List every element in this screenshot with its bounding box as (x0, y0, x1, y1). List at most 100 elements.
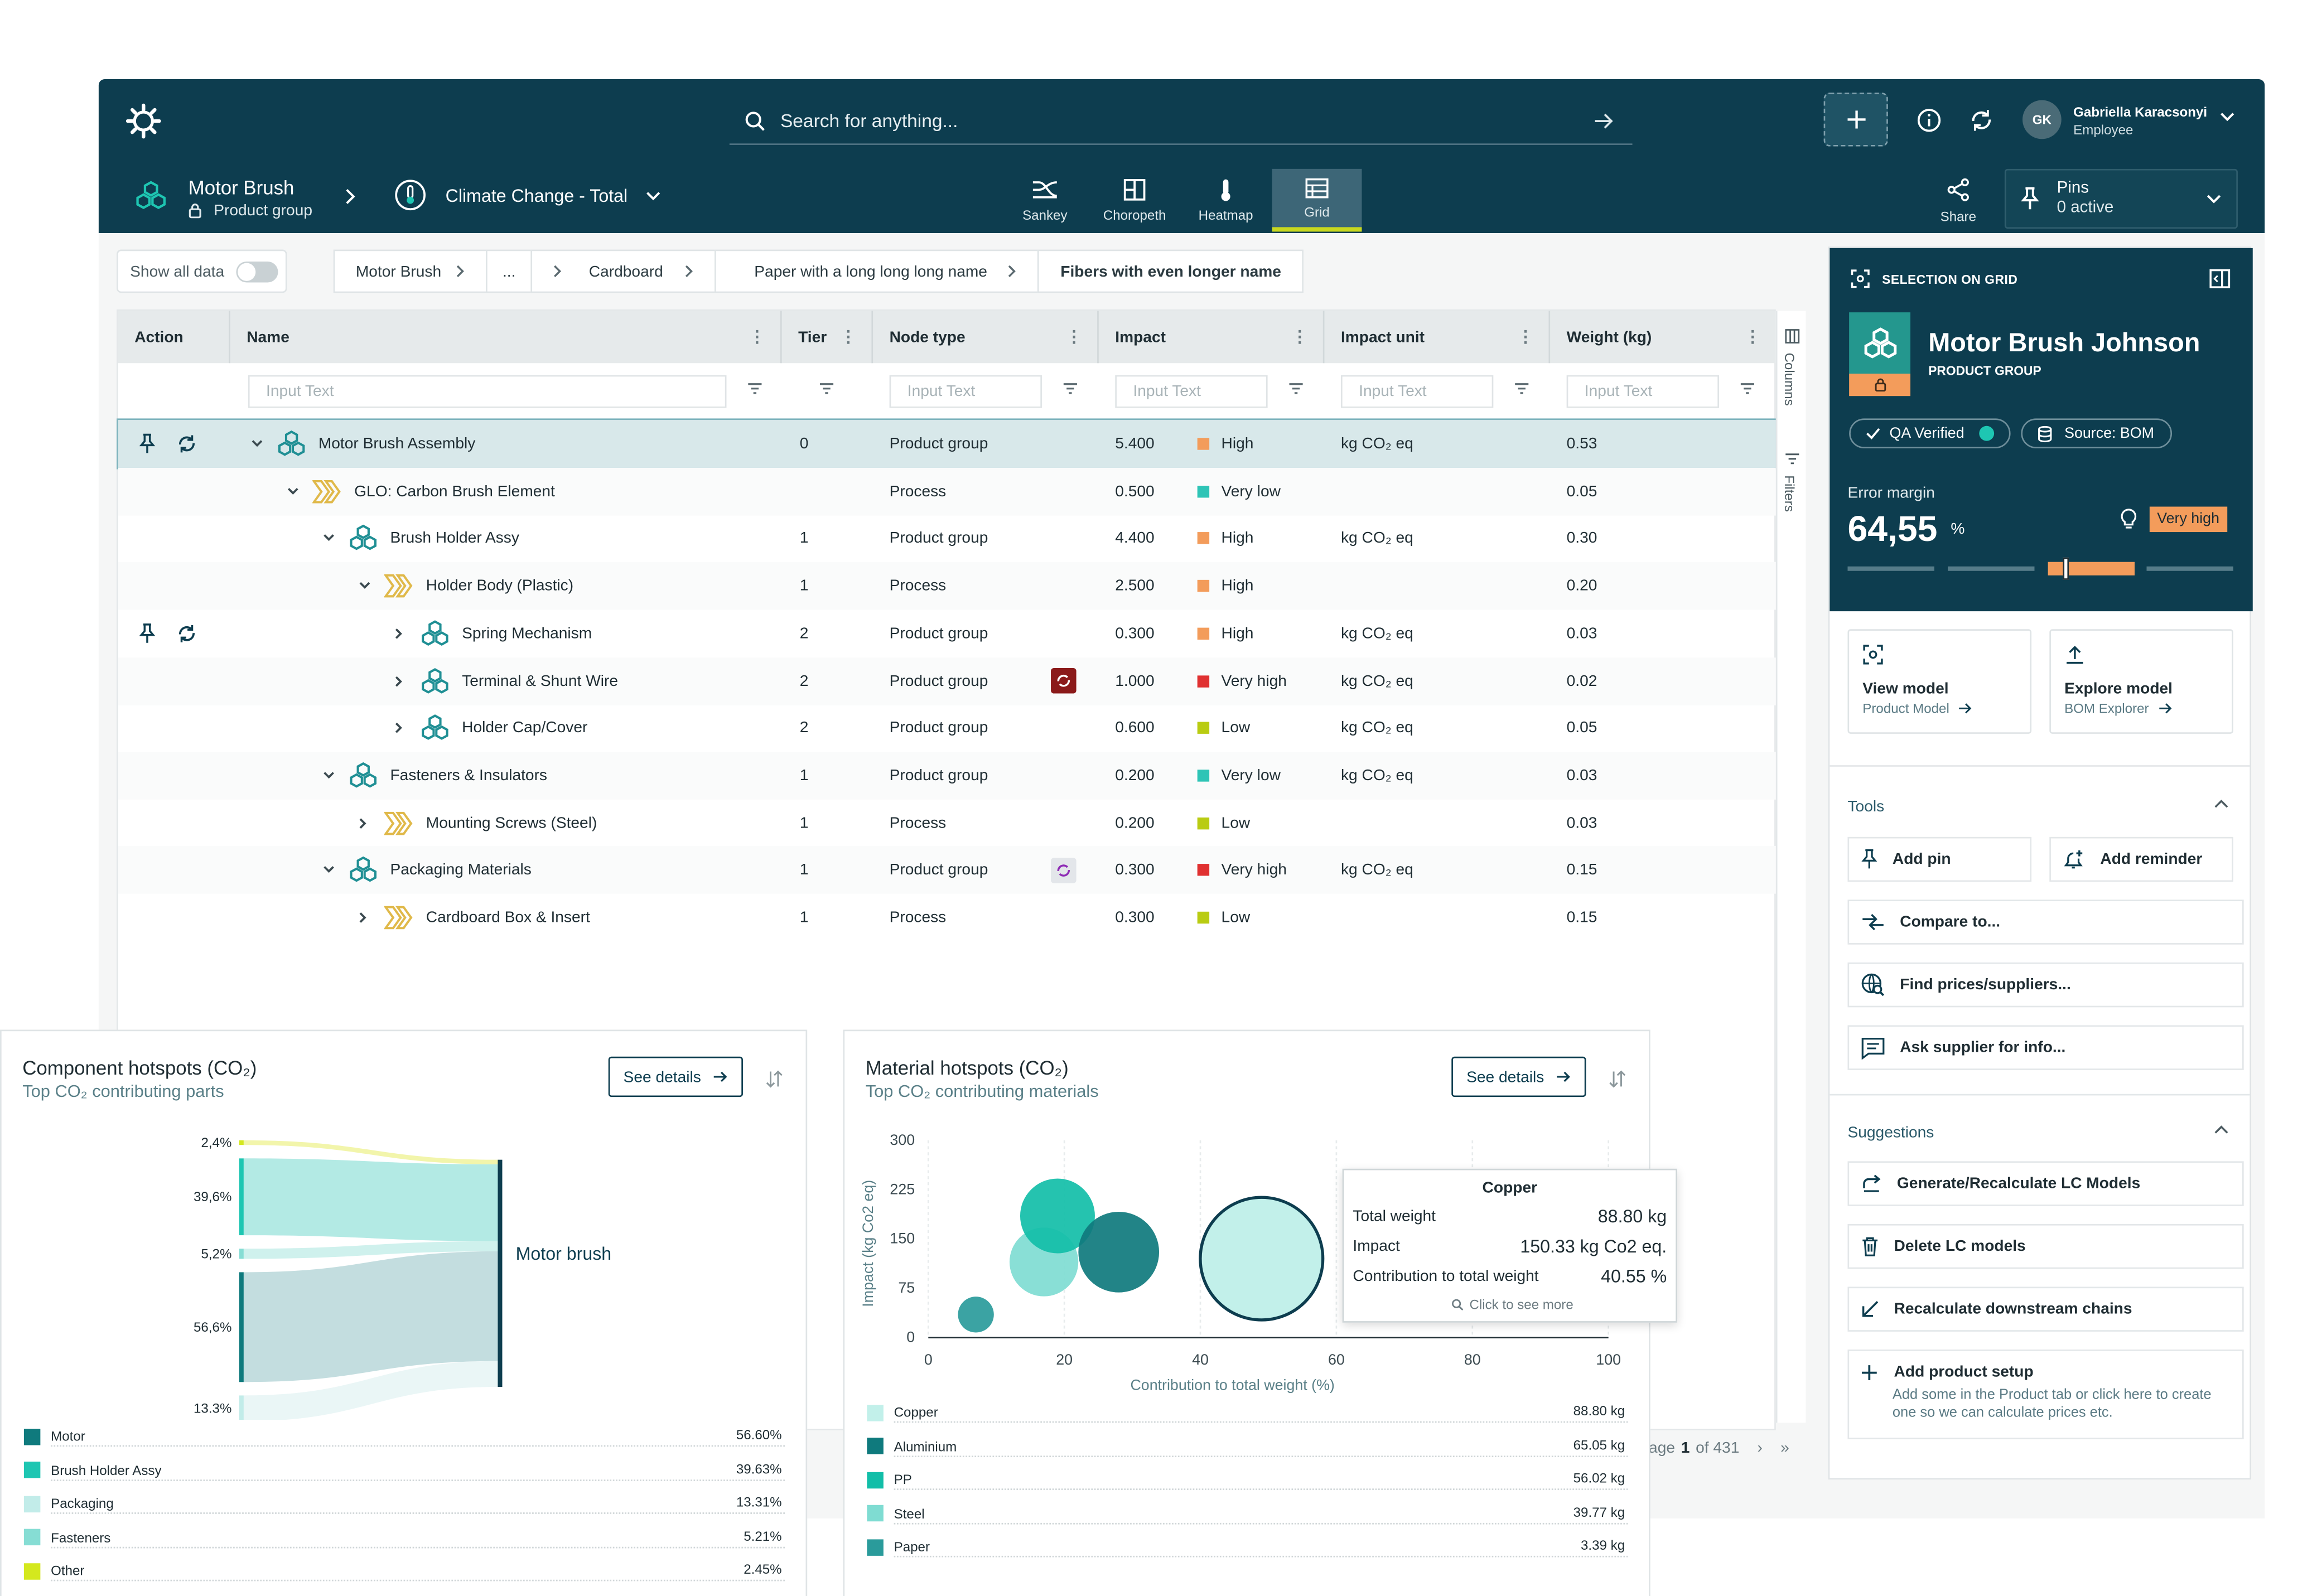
kebab-menu-icon[interactable]: ⋮ (1744, 328, 1761, 347)
chevron-right-icon[interactable] (395, 704, 404, 752)
column-impact[interactable]: Impact ⋮ (1099, 311, 1325, 364)
column-weight[interactable]: Weight (kg) ⋮ (1550, 311, 1776, 363)
table-row[interactable]: Packaging Materials 1 Product group 0.300 Ve… (118, 846, 1776, 894)
sort-icon[interactable] (765, 1070, 783, 1088)
chevron-right-icon[interactable] (395, 657, 404, 705)
chevron-down-icon[interactable] (2220, 112, 2235, 123)
add-button[interactable] (1823, 93, 1888, 147)
chevron-right-icon[interactable] (359, 799, 368, 847)
column-tier[interactable]: Tier ⋮ (782, 311, 873, 364)
filter-input-node-type[interactable]: Input Text (889, 375, 1042, 408)
column-name[interactable]: Name ⋮ (230, 311, 782, 364)
filter-icon[interactable] (1514, 383, 1529, 394)
tab-columns[interactable]: Columns (1782, 352, 1797, 406)
impact-category-selector[interactable]: Climate Change - Total (446, 185, 661, 206)
kebab-menu-icon[interactable]: ⋮ (1291, 328, 1308, 347)
last-page-icon[interactable]: » (1780, 1439, 1789, 1457)
chevron-down-icon[interactable] (323, 847, 335, 894)
chevron-down-icon[interactable] (287, 467, 299, 515)
filter-icon[interactable] (1740, 383, 1755, 394)
table-row[interactable]: Fasteners & Insulators 1 Product group 0.20… (118, 751, 1776, 800)
filter-input-weight[interactable]: Input Text (1566, 375, 1719, 408)
table-row[interactable]: Holder Body (Plastic) 1 Process 2.500 High 0.… (118, 562, 1776, 610)
pin-icon[interactable] (139, 420, 156, 468)
show-all-data-toggle[interactable]: Show all data (117, 249, 287, 293)
arrow-right-icon[interactable] (1594, 112, 1615, 129)
search-bar[interactable]: Search for anything... (729, 97, 1633, 145)
filter-input-impact-unit[interactable]: Input Text (1340, 375, 1494, 408)
kebab-menu-icon[interactable]: ⋮ (840, 328, 857, 347)
filter-icon[interactable] (1288, 383, 1304, 394)
chevron-down-icon[interactable] (359, 562, 370, 610)
sync-status-icon[interactable] (1051, 657, 1077, 705)
source-badge[interactable]: Source: BOM (2021, 418, 2173, 448)
delete-lc-models-button[interactable]: Delete LC models (1847, 1223, 2244, 1269)
chevron-up-icon[interactable] (2214, 798, 2229, 809)
find-prices-button[interactable]: Find prices/suppliers... (1847, 962, 2244, 1008)
chevron-down-icon[interactable] (323, 515, 335, 563)
chevron-up-icon[interactable] (2214, 1124, 2229, 1134)
chevron-down-icon[interactable] (323, 752, 335, 800)
chevron-down-icon[interactable] (251, 420, 263, 468)
pins-dropdown[interactable]: Pins 0 active (2004, 168, 2238, 229)
tab-sankey[interactable]: Sankey (1000, 169, 1090, 232)
column-node-type[interactable]: Node type ⋮ (873, 311, 1099, 364)
column-action[interactable]: Action (118, 311, 230, 364)
table-row[interactable]: Mounting Screws (Steel) 1 Process 0.200 Low 0… (118, 799, 1776, 847)
sync-icon[interactable] (176, 610, 197, 657)
tooltip-link[interactable]: Click to see more (1451, 1297, 1573, 1312)
info-icon[interactable] (1917, 108, 1942, 133)
pin-icon[interactable] (139, 610, 156, 657)
table-row[interactable]: Spring Mechanism 2 Product group 0.300 High k… (118, 610, 1776, 657)
filter-input-name[interactable]: Input Text (248, 375, 727, 408)
compare-to-button[interactable]: Compare to... (1847, 899, 2244, 945)
column-impact-unit[interactable]: Impact unit ⋮ (1324, 311, 1551, 364)
filter-input-impact[interactable]: Input Text (1115, 375, 1268, 408)
breadcrumb-ellipsis[interactable]: ... (486, 249, 532, 293)
table-row[interactable]: Holder Cap/Cover 2 Product group 0.600 Low kg… (118, 704, 1776, 752)
error-slider[interactable] (1847, 557, 2233, 580)
breadcrumb-item[interactable]: Paper with a long long long name (713, 249, 1040, 293)
slider-handle[interactable] (2063, 557, 2069, 580)
add-pin-button[interactable]: Add pin (1847, 836, 2032, 882)
next-page-icon[interactable]: › (1757, 1439, 1763, 1457)
see-details-button[interactable]: See details (1451, 1056, 1586, 1097)
view-model-card[interactable]: View model Product Model (1847, 629, 2032, 734)
app-logo-icon[interactable] (125, 103, 161, 139)
sync-icon[interactable] (176, 420, 197, 468)
see-details-button[interactable]: See details (608, 1056, 743, 1097)
node-selector[interactable]: Motor Brush Product group (189, 176, 312, 220)
kebab-menu-icon[interactable]: ⋮ (749, 328, 766, 347)
collapse-panel-icon[interactable] (2209, 269, 2231, 288)
table-row[interactable]: Brush Holder Assy 1 Product group 4.400 High… (118, 515, 1776, 563)
add-product-setup-button[interactable]: Add product setup Add some in the Produc… (1847, 1350, 2244, 1439)
kebab-menu-icon[interactable]: ⋮ (1065, 328, 1083, 347)
sort-icon[interactable] (1609, 1070, 1626, 1088)
ask-supplier-button[interactable]: Ask supplier for info... (1847, 1025, 2244, 1070)
chevron-right-icon[interactable] (395, 610, 404, 657)
breadcrumb-item[interactable]: Motor Brush (333, 249, 488, 293)
recalculate-downstream-button[interactable]: Recalculate downstream chains (1847, 1287, 2244, 1332)
breadcrumb-current[interactable]: Fibers with even longer name (1038, 249, 1304, 293)
tab-heatmap[interactable]: Heatmap (1181, 169, 1271, 232)
share-button[interactable]: Share (1941, 178, 1976, 224)
breadcrumb-item[interactable]: Cardboard (530, 249, 716, 293)
search-input[interactable]: Search for anything... (780, 109, 958, 131)
sync-status-icon[interactable] (1051, 847, 1077, 894)
kebab-menu-icon[interactable]: ⋮ (1517, 328, 1534, 347)
tab-filters[interactable]: Filters (1782, 475, 1797, 512)
table-row[interactable]: Terminal & Shunt Wire 2 Product group 1.000… (118, 656, 1776, 705)
tab-choropeth[interactable]: Choropeth (1090, 169, 1180, 232)
sync-icon[interactable] (1969, 108, 1995, 133)
table-row[interactable]: Motor Brush Assembly 0 Product group 5.400 H… (117, 418, 1778, 470)
avatar[interactable]: GK (2022, 100, 2062, 139)
chevron-right-icon[interactable] (359, 894, 368, 942)
filter-icon[interactable] (747, 383, 762, 394)
filter-icon[interactable] (819, 383, 834, 394)
user-info[interactable]: Gabriella Karacsonyi Employee (2073, 103, 2207, 139)
table-row[interactable]: Cardboard Box & Insert 1 Process 0.300 Low 0.… (118, 894, 1776, 942)
filter-icon[interactable] (1063, 383, 1078, 394)
qa-verified-badge[interactable]: QA Verified (1849, 418, 2011, 448)
generate-lc-models-button[interactable]: Generate/Recalculate LC Models (1847, 1161, 2244, 1206)
explore-model-card[interactable]: Explore model BOM Explorer (2049, 629, 2233, 734)
